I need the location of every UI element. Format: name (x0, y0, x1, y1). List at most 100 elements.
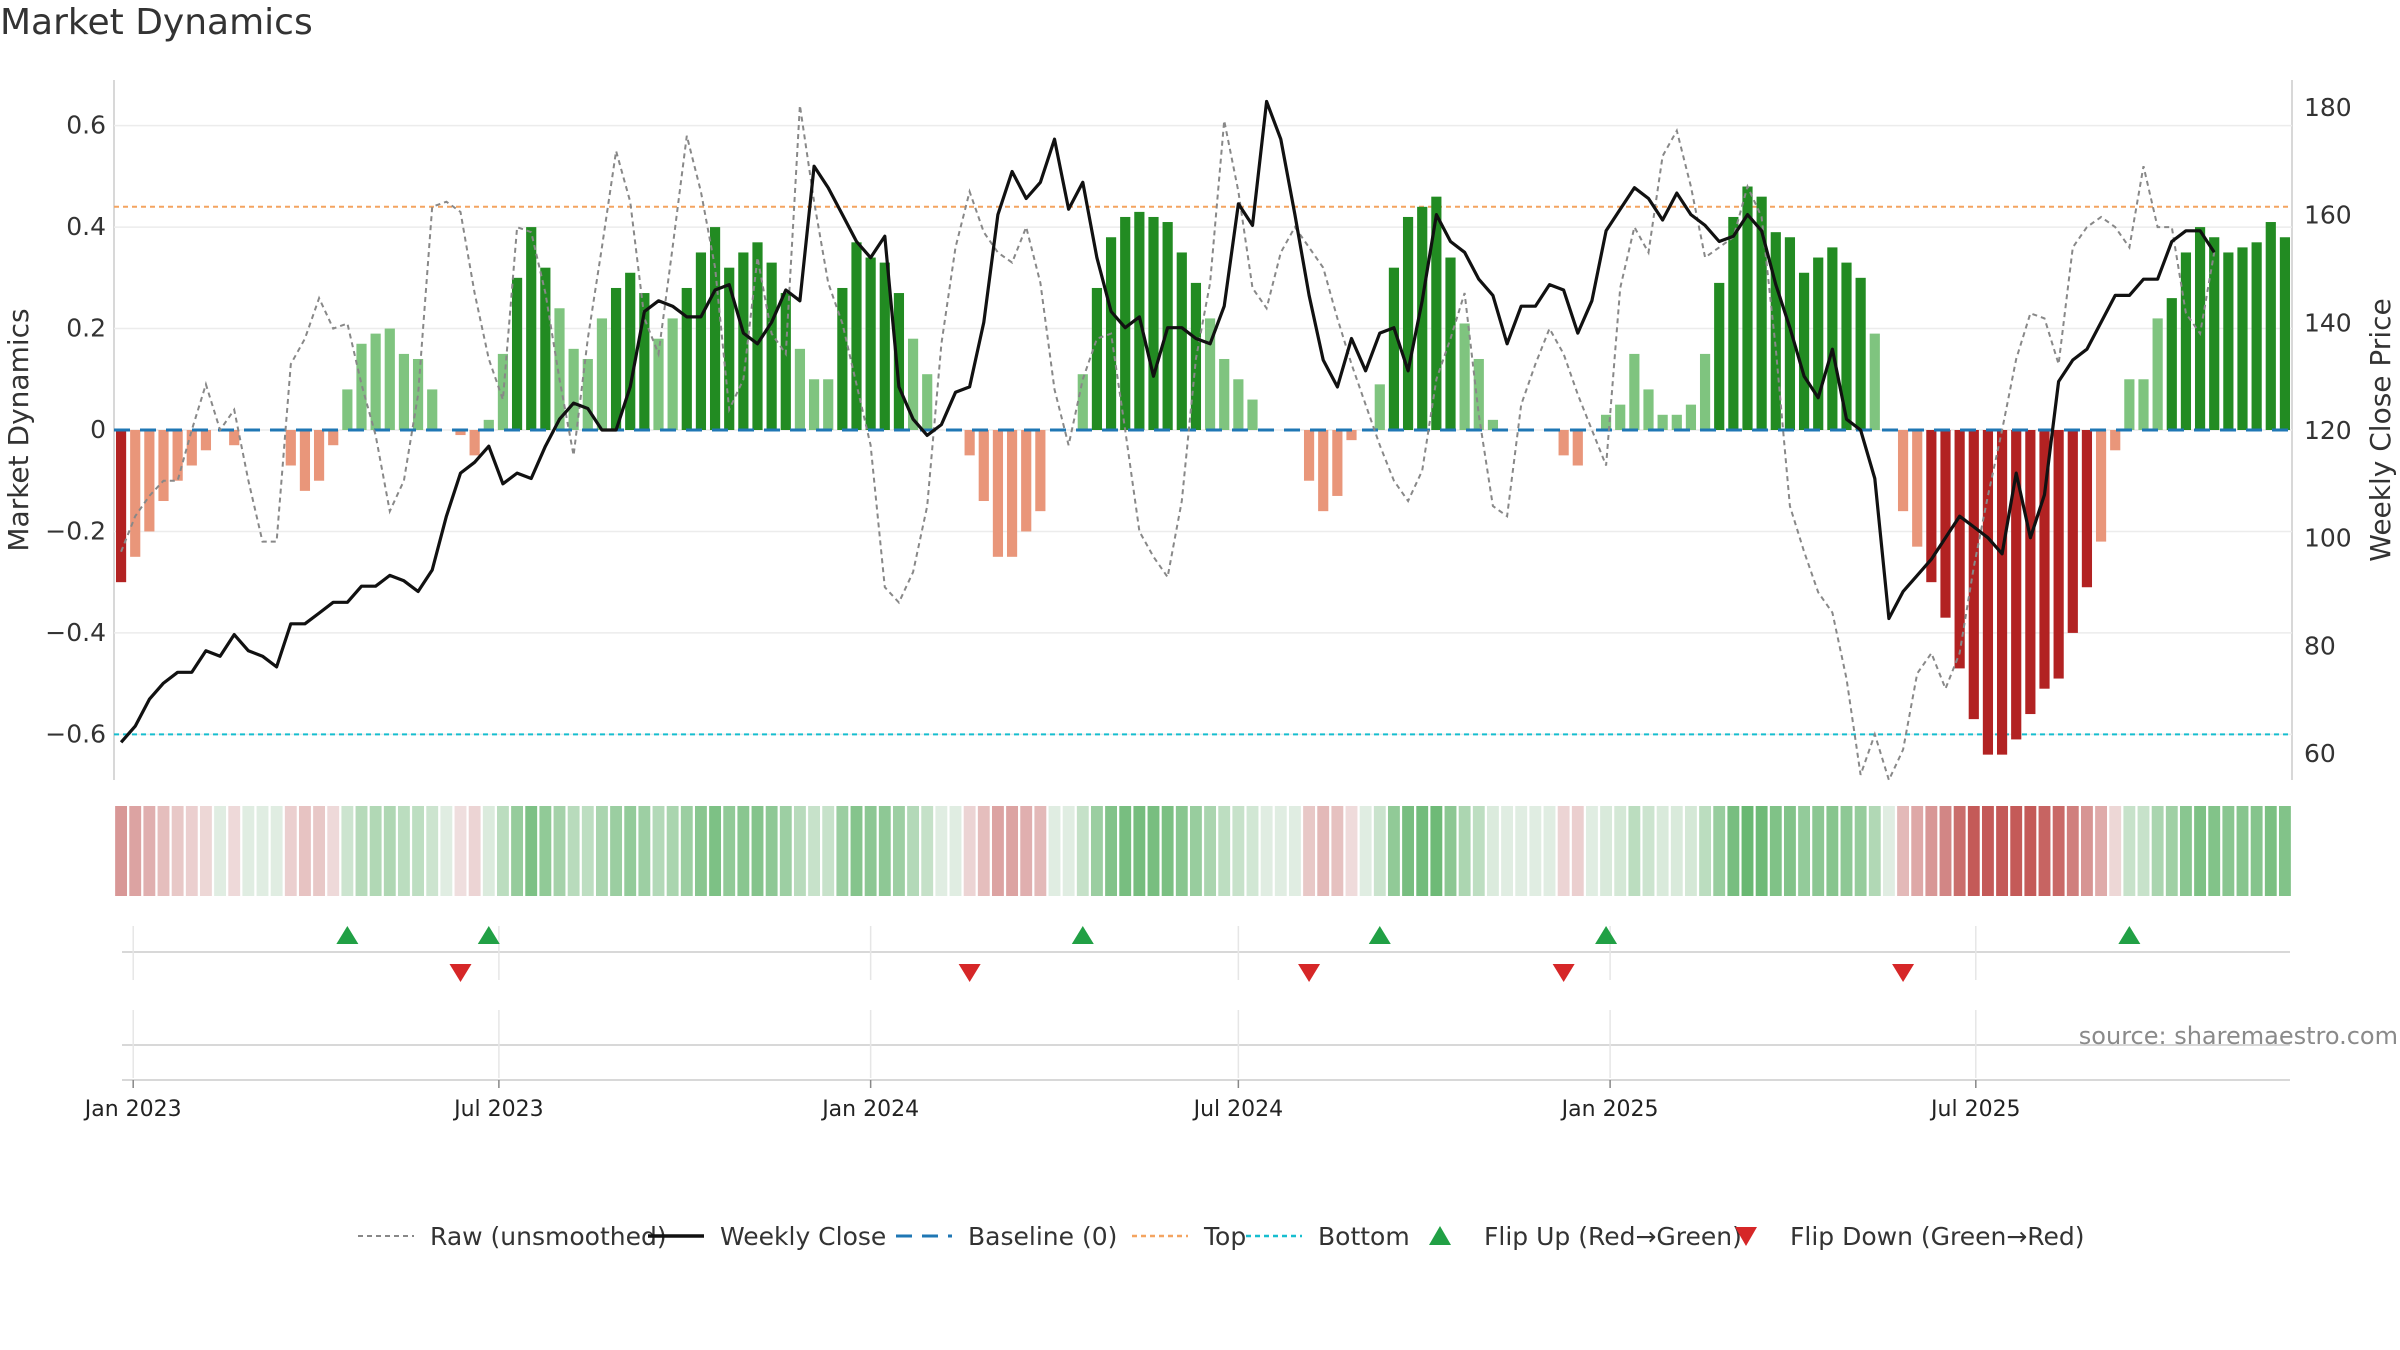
dynamics-bar (1303, 430, 1315, 481)
dynamics-bar (2124, 379, 2135, 430)
heat-strip-cell (779, 806, 792, 896)
dynamics-bar (1912, 430, 1923, 547)
y-tick-label: −0.6 (45, 719, 106, 748)
heat-strip-cell (256, 806, 269, 896)
dynamics-bar (1657, 414, 1668, 430)
heat-strip-cell (539, 806, 552, 896)
dynamics-bar (1021, 430, 1032, 532)
dynamics-bar (1770, 232, 1781, 430)
dynamics-bar (384, 328, 395, 430)
heat-strip-cell (2179, 806, 2192, 896)
heat-strip-cell (2278, 806, 2291, 896)
dynamics-bar (1827, 247, 1838, 430)
dynamics-bar (992, 430, 1004, 557)
heat-strip-cell (2052, 806, 2065, 896)
heat-strip-cell (808, 806, 821, 896)
heat-strip-cell (1713, 806, 1726, 896)
heat-strip-cell (2151, 806, 2164, 896)
date-tick-label: Jul 2024 (1192, 1097, 1284, 1122)
dynamics-bar (1600, 414, 1612, 430)
dynamics-bar (554, 308, 565, 430)
dynamics-bar (1176, 252, 1187, 430)
heat-strip-cell (1769, 806, 1782, 896)
heat-strip-cell (397, 806, 410, 896)
dynamics-bar (681, 287, 692, 430)
dynamics-bar (2067, 430, 2078, 633)
dynamics-bar (1629, 353, 1640, 430)
y2-tick-label: 160 (2304, 201, 2352, 230)
heat-strip-cell (1600, 806, 1613, 896)
dynamics-bar (610, 287, 622, 430)
heat-strip-cell (2250, 806, 2263, 896)
dynamics-bar (2039, 430, 2050, 689)
heat-strip-cell (1741, 806, 1754, 896)
dynamics-bar (752, 242, 763, 430)
dynamics-bar (483, 419, 494, 430)
heat-strip-cell (864, 806, 877, 896)
date-tick-label: Jan 2024 (820, 1097, 919, 1122)
dynamics-bar (879, 262, 890, 430)
dynamics-bar (540, 267, 551, 430)
heat-strip-cell (1189, 806, 1202, 896)
dynamics-bar (1855, 277, 1866, 430)
dynamics-bar (1728, 216, 1739, 430)
dynamics-bar (2095, 430, 2107, 542)
y2-tick-label: 60 (2304, 739, 2336, 768)
heat-strip-cell (1515, 806, 1528, 896)
flip-down-marker (1298, 964, 1321, 982)
heat-strip-cell (1585, 806, 1598, 896)
dynamics-bar (469, 430, 480, 456)
dynamics-bar (200, 430, 212, 451)
dynamics-bar (285, 430, 296, 466)
y-tick-label: −0.4 (45, 618, 106, 647)
heat-strip-cell (1331, 806, 1344, 896)
dynamics-bar (922, 374, 933, 430)
legend-item: Flip Down (Green→Red) (1735, 1222, 2085, 1251)
dynamics-bar (455, 430, 466, 436)
dynamics-bar (625, 272, 636, 430)
flip-up-marker (336, 926, 359, 944)
heat-strip-cell (1854, 806, 1867, 896)
heat-strip-cell (2165, 806, 2178, 896)
flip-up-marker (1368, 926, 1391, 944)
heat-strip-cell (624, 806, 637, 896)
dynamics-bar (1346, 430, 1357, 441)
heat-strip-cell (1402, 806, 1415, 896)
heat-strip-cell (1501, 806, 1514, 896)
heat-strip-cell (751, 806, 764, 896)
heat-strip-cell (1161, 806, 1174, 896)
dynamics-bar (1940, 430, 1951, 618)
heat-strip-cell (1345, 806, 1358, 896)
heat-strip-cell (1317, 806, 1330, 896)
flip-down-marker (1892, 964, 1915, 982)
heat-strip-cell (737, 806, 750, 896)
heat-strip-cell (1119, 806, 1132, 896)
dynamics-bar (511, 277, 523, 430)
dynamics-bar (837, 287, 848, 430)
dynamics-bar (144, 430, 155, 532)
dynamics-bar (2194, 227, 2206, 430)
heat-strip-cell (2024, 806, 2037, 896)
heat-strip-cell (298, 806, 311, 896)
dynamics-bar (1162, 222, 1173, 430)
legend-flip-up-swatch (1429, 1226, 1451, 1245)
heat-strip-cell (1826, 806, 1839, 896)
dynamics-bar (526, 227, 537, 430)
flip-up-marker (2118, 926, 2141, 944)
heat-strip-cell (383, 806, 396, 896)
heat-strip-cell (1373, 806, 1386, 896)
dynamics-bar (1897, 430, 1909, 512)
heat-strip-cell (1953, 806, 1966, 896)
heat-strip-cell (1812, 806, 1825, 896)
dynamics-bar (1572, 430, 1583, 466)
heat-strip-cell (892, 806, 905, 896)
heat-strip-cell (355, 806, 368, 896)
heat-strip-cell (680, 806, 693, 896)
legend-item: Flip Up (Red→Green) (1429, 1222, 1742, 1251)
y2-tick-label: 140 (2304, 308, 2352, 337)
heat-strip-cell (1105, 806, 1118, 896)
dynamics-bar (313, 430, 325, 481)
dynamics-bar (639, 293, 650, 430)
dynamics-bar (907, 338, 919, 430)
